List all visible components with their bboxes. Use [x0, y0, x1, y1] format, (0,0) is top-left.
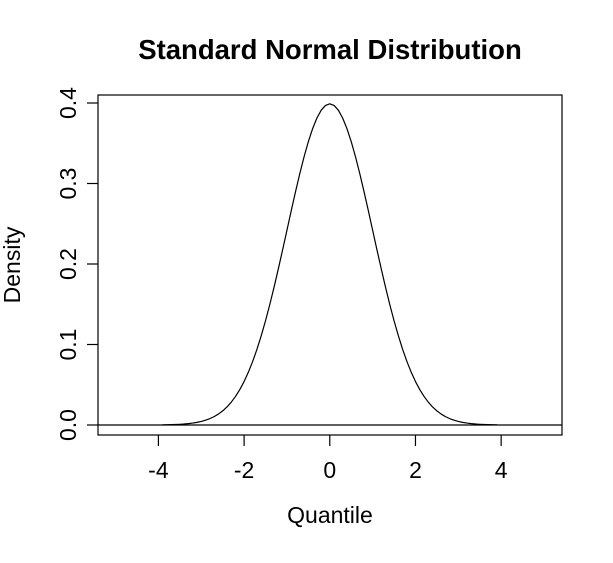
x-axis: -4 -2 0 2 4 [148, 435, 508, 483]
x-tick-label: -4 [148, 457, 169, 483]
x-tick-label: -2 [234, 457, 254, 483]
y-tick-label: 0.0 [55, 409, 81, 441]
density-curve [162, 103, 498, 426]
y-axis: 0.0 0.1 0.2 0.3 0.4 [55, 87, 98, 441]
y-tick-label: 0.3 [55, 168, 81, 200]
y-tick-label: 0.2 [55, 248, 81, 280]
x-tick-label: 4 [495, 457, 508, 483]
y-axis-label: Density [0, 226, 25, 303]
chart-title: Standard Normal Distribution [138, 34, 522, 65]
y-tick-label: 0.1 [55, 329, 81, 361]
y-tick-label: 0.4 [55, 87, 81, 119]
x-tick-label: 0 [323, 457, 336, 483]
x-axis-label: Quantile [287, 502, 373, 528]
x-tick-label: 2 [409, 457, 422, 483]
